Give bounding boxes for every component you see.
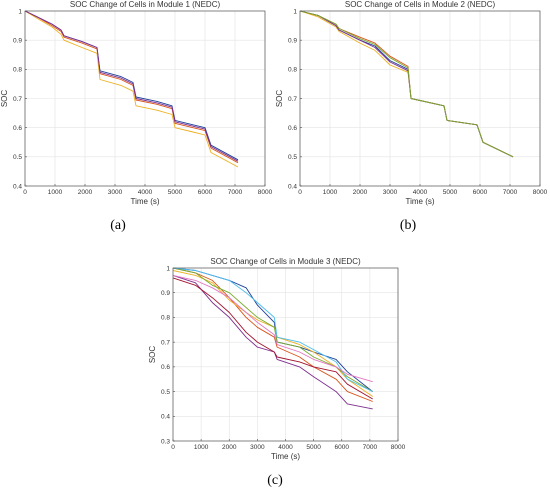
module-2-ytick-label: 0.9	[288, 37, 297, 44]
caption-b: (b)	[399, 218, 417, 233]
module-3-xtick-label: 2000	[222, 444, 237, 451]
module-2-xtick-label: 8000	[533, 189, 548, 196]
module-3-series-2-line	[172, 267, 373, 402]
chart-module-1: SOC Change of Cells in Module 1 (NEDC) 0 1…	[0, 0, 275, 240]
module-1-xtick-label: 4000	[138, 189, 153, 196]
module-2-xtick-label: 4000	[413, 189, 428, 196]
module-3-axes-frame	[172, 267, 399, 442]
module-1-xtick-label: 8000	[258, 189, 273, 196]
module-1-xtick-label: 2000	[78, 189, 93, 196]
chart-module-3-svg: SOC Change of Cells in Module 3 (NEDC) 0 1…	[148, 257, 406, 461]
module-1-axes-frame	[24, 10, 266, 187]
module-1-ytick-label: 0.8	[13, 67, 22, 74]
chart-module-1-svg: SOC Change of Cells in Module 1 (NEDC) 0 1…	[0, 0, 273, 206]
module-2-xtick-label: 3000	[383, 189, 398, 196]
module-2-axes-frame	[299, 10, 541, 187]
module-3-ytick-label: 0.7	[161, 339, 170, 346]
module-2-ytick-label: 1	[293, 8, 297, 15]
module-3-series-8-line	[172, 274, 373, 383]
module-2-xtick-label: 5000	[443, 189, 458, 196]
module-2-series-5-line	[299, 10, 514, 158]
chart-module-3: SOC Change of Cells in Module 3 (NEDC) 0 1…	[135, 250, 415, 494]
module-2-xtick-label: 0	[298, 189, 302, 196]
module-1-ytick-label: 1	[18, 8, 22, 15]
module-1-xtick-label: 5000	[168, 189, 183, 196]
module-3-title: SOC Change of Cells in Module 3 (NEDC)	[210, 257, 361, 266]
module-2-ytick-label: 0.5	[288, 154, 297, 161]
module-1-xtick-label: 7000	[228, 189, 243, 196]
module-2-xtick-label: 6000	[473, 189, 488, 196]
caption-c: (c)	[267, 473, 283, 488]
module-3-xtick-label: 4000	[278, 444, 293, 451]
module-1-xlabel: Time (s)	[130, 197, 159, 206]
module-3-xlabel: Time (s)	[271, 452, 300, 461]
module-3-ytick-label: 0.6	[161, 364, 170, 371]
module-1-series-4-line	[24, 10, 239, 162]
module-1-xtick-label: 3000	[108, 189, 123, 196]
module-3-xtick-label: 0	[171, 444, 175, 451]
chart-module-2-svg: SOC Change of Cells in Module 2 (NEDC) 0 1…	[275, 0, 548, 206]
module-1-series-2-line	[24, 10, 239, 164]
module-3-ylabel: SOC	[148, 346, 157, 364]
module-1-series-3-line	[24, 10, 239, 168]
module-3-series-6-line	[172, 267, 373, 393]
module-2-ytick-label: 0.7	[288, 96, 297, 103]
module-2-xtick-label: 7000	[503, 189, 518, 196]
module-3-ytick-label: 0.8	[161, 315, 170, 322]
module-1-xtick-label: 6000	[198, 189, 213, 196]
module-2-ytick-label: 0.8	[288, 67, 297, 74]
chart-module-2: SOC Change of Cells in Module 2 (NEDC) 0 1…	[275, 0, 550, 240]
module-3-xtick-label: 6000	[335, 444, 350, 451]
module-2-xtick-label: 1000	[323, 189, 338, 196]
module-3-xtick-label: 3000	[250, 444, 265, 451]
module-1-ylabel: SOC	[0, 90, 9, 108]
module-3-ytick-label: 0.4	[161, 414, 170, 421]
module-1-ytick-label: 0.6	[13, 125, 22, 132]
module-3-ytick-label: 0.9	[161, 290, 170, 297]
caption-a: (a)	[110, 218, 126, 233]
module-3-xtick-label: 5000	[306, 444, 321, 451]
module-3-xtick-label: 1000	[194, 444, 209, 451]
module-3-xtick-label: 7000	[363, 444, 378, 451]
module-2-ytick-label: 0.6	[288, 125, 297, 132]
module-2-xlabel: Time (s)	[405, 197, 434, 206]
module-1-xtick-label: 1000	[48, 189, 63, 196]
module-2-title: SOC Change of Cells in Module 2 (NEDC)	[345, 0, 496, 9]
module-2-ylabel: SOC	[275, 90, 284, 108]
module-3-ytick-label: 1	[166, 265, 170, 272]
module-3-xtick-label: 8000	[391, 444, 406, 451]
module-1-xtick-label: 0	[23, 189, 27, 196]
module-1-title: SOC Change of Cells in Module 1 (NEDC)	[70, 0, 221, 9]
module-2-ytick-label: 0.4	[288, 183, 297, 190]
module-3-ytick-label: 0.3	[161, 438, 170, 445]
module-1-ytick-label: 0.5	[13, 154, 22, 161]
module-3-series-7-line	[172, 277, 373, 400]
module-3-ytick-label: 0.5	[161, 389, 170, 396]
module-1-ytick-label: 0.9	[13, 37, 22, 44]
module-1-ytick-label: 0.7	[13, 96, 22, 103]
module-2-xtick-label: 2000	[353, 189, 368, 196]
module-1-ytick-label: 0.4	[13, 183, 22, 190]
